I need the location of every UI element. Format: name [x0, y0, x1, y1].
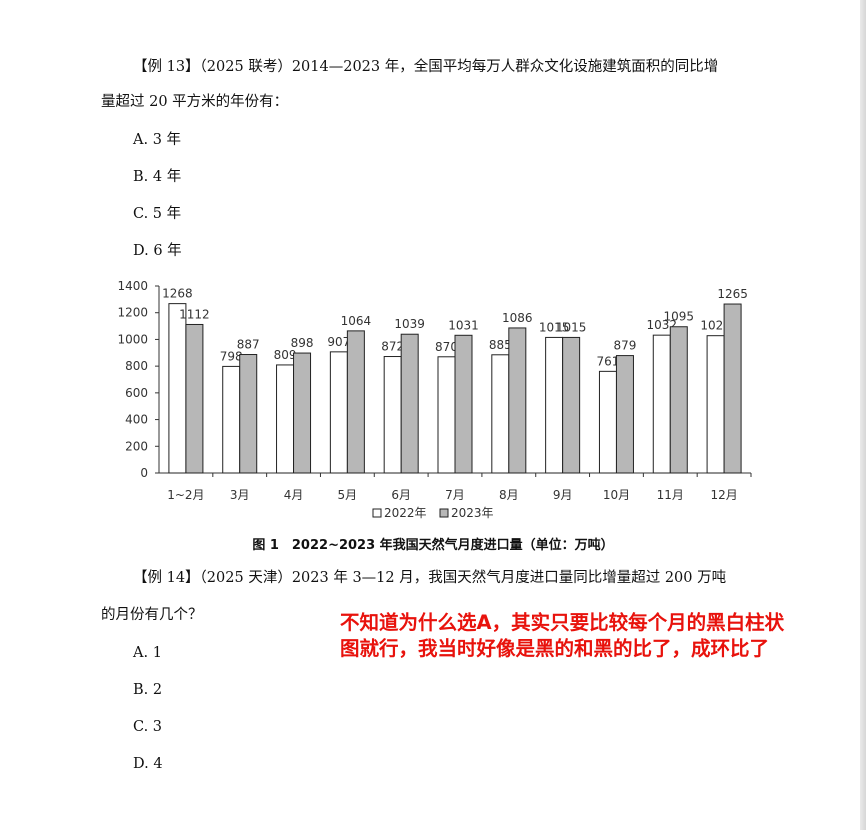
question-13-option-c: C. 5 年 [133, 206, 182, 222]
x-tick-label: 7月 [445, 488, 465, 502]
bar-2023 [562, 336, 581, 474]
bar-2023 [400, 333, 419, 474]
question-14-option-b: B. 2 [133, 682, 163, 698]
bar-2022 [706, 335, 725, 474]
question-13-option-d: D. 6 年 [133, 243, 182, 259]
annotation-line-2: 图就行，我当时好像是黑的和黑的比了，成环比了 [340, 637, 770, 660]
y-tick-label: 800 [125, 359, 148, 373]
bar-2022 [168, 303, 187, 474]
question-14-line-2: 的月份有几个？ [101, 607, 203, 623]
page-edge-shadow [860, 0, 866, 830]
data-label: 1015 [539, 320, 570, 334]
bar-2023 [723, 303, 742, 474]
y-tick-label: 600 [125, 386, 148, 400]
y-tick-label: 1200 [117, 306, 148, 320]
data-label: 1039 [394, 317, 425, 331]
bar-2023 [454, 334, 473, 474]
data-label: 1064 [341, 314, 372, 328]
x-tick-label: 10月 [603, 488, 630, 502]
bar-2022 [276, 364, 295, 474]
question-14-option-d: D. 4 [133, 756, 163, 772]
data-label: 1268 [162, 287, 193, 301]
data-label: 1031 [448, 318, 479, 332]
y-tick-label: 400 [125, 413, 148, 427]
data-label: 887 [237, 338, 260, 352]
legend-label: 2022年 [384, 506, 427, 520]
bar-2023 [346, 330, 365, 474]
data-label: 1095 [663, 310, 694, 324]
question-13-option-b: B. 4 年 [133, 169, 182, 185]
bar-2023 [615, 355, 634, 474]
y-tick-label: 0 [140, 466, 148, 480]
y-tick-label: 200 [125, 439, 148, 453]
y-tick-label: 1400 [117, 279, 148, 293]
data-label: 1028 [700, 319, 731, 333]
data-label: 1086 [502, 311, 533, 325]
x-tick-label: 12月 [710, 488, 737, 502]
data-label: 907 [327, 335, 350, 349]
x-tick-label: 9月 [553, 488, 573, 502]
chart-caption: 图 1 2022~2023 年我国天然气月度进口量（单位：万吨） [252, 538, 614, 553]
x-tick-label: 4月 [284, 488, 304, 502]
data-label: 1015 [556, 320, 587, 334]
bar-2023 [239, 354, 258, 474]
data-label: 872 [381, 340, 404, 354]
question-14-line-1: 【例 14】（2025 天津）2023 年 3—12 月，我国天然气月度进口量同… [133, 570, 727, 586]
bar-2022 [652, 334, 671, 474]
x-tick-label: 6月 [391, 488, 411, 502]
question-13-option-a: A. 3 年 [133, 132, 182, 148]
annotation-line-1: 不知道为什么选A，其实只要比较每个月的黑白柱状 [340, 611, 785, 634]
bar-2022 [598, 370, 617, 474]
data-label: 879 [614, 339, 637, 353]
bar-2022 [437, 356, 456, 474]
legend-swatch [439, 508, 449, 518]
legend-swatch [372, 508, 382, 518]
bar-2023 [508, 327, 527, 474]
x-tick-label: 8月 [499, 488, 519, 502]
bar-2023 [293, 352, 312, 474]
bar-2022 [222, 365, 241, 474]
question-14-option-a: A. 1 [133, 645, 162, 661]
x-tick-label: 11月 [657, 488, 684, 502]
x-tick-label: 5月 [338, 488, 358, 502]
data-label: 809 [274, 348, 297, 362]
import-volume-bar-chart: 0 200 400 600 800 1000 1200 1400 1~2月 1268 1112 3月 7… [117, 279, 752, 520]
data-label: 1112 [179, 307, 210, 321]
data-label: 870 [435, 340, 458, 354]
data-label: 798 [220, 349, 243, 363]
x-tick-label: 1~2月 [167, 488, 204, 502]
bar-2023 [185, 323, 204, 474]
data-label: 1032 [646, 318, 677, 332]
data-label: 761 [597, 354, 620, 368]
bar-2022 [383, 356, 402, 474]
question-13-line-2: 量超过 20 平方米的年份有： [101, 94, 289, 110]
data-label: 885 [489, 338, 512, 352]
data-label: 1265 [717, 287, 748, 301]
legend-label: 2023年 [451, 506, 494, 520]
handwritten-annotation: 不知道为什么选A，其实只要比较每个月的黑白柱状 图就行，我当时好像是黑的和黑的比… [340, 610, 784, 662]
bar-2023 [669, 326, 688, 474]
data-label: 898 [291, 336, 314, 350]
bar-2022 [491, 354, 510, 474]
question-13-line-1: 【例 13】（2025 联考）2014—2023 年，全国平均每万人群众文化设施… [133, 59, 719, 75]
x-tick-label: 3月 [230, 488, 250, 502]
y-tick-label: 1000 [117, 332, 148, 346]
bar-2022 [329, 351, 348, 474]
bar-2022 [545, 336, 564, 474]
question-14-option-c: C. 3 [133, 719, 163, 735]
